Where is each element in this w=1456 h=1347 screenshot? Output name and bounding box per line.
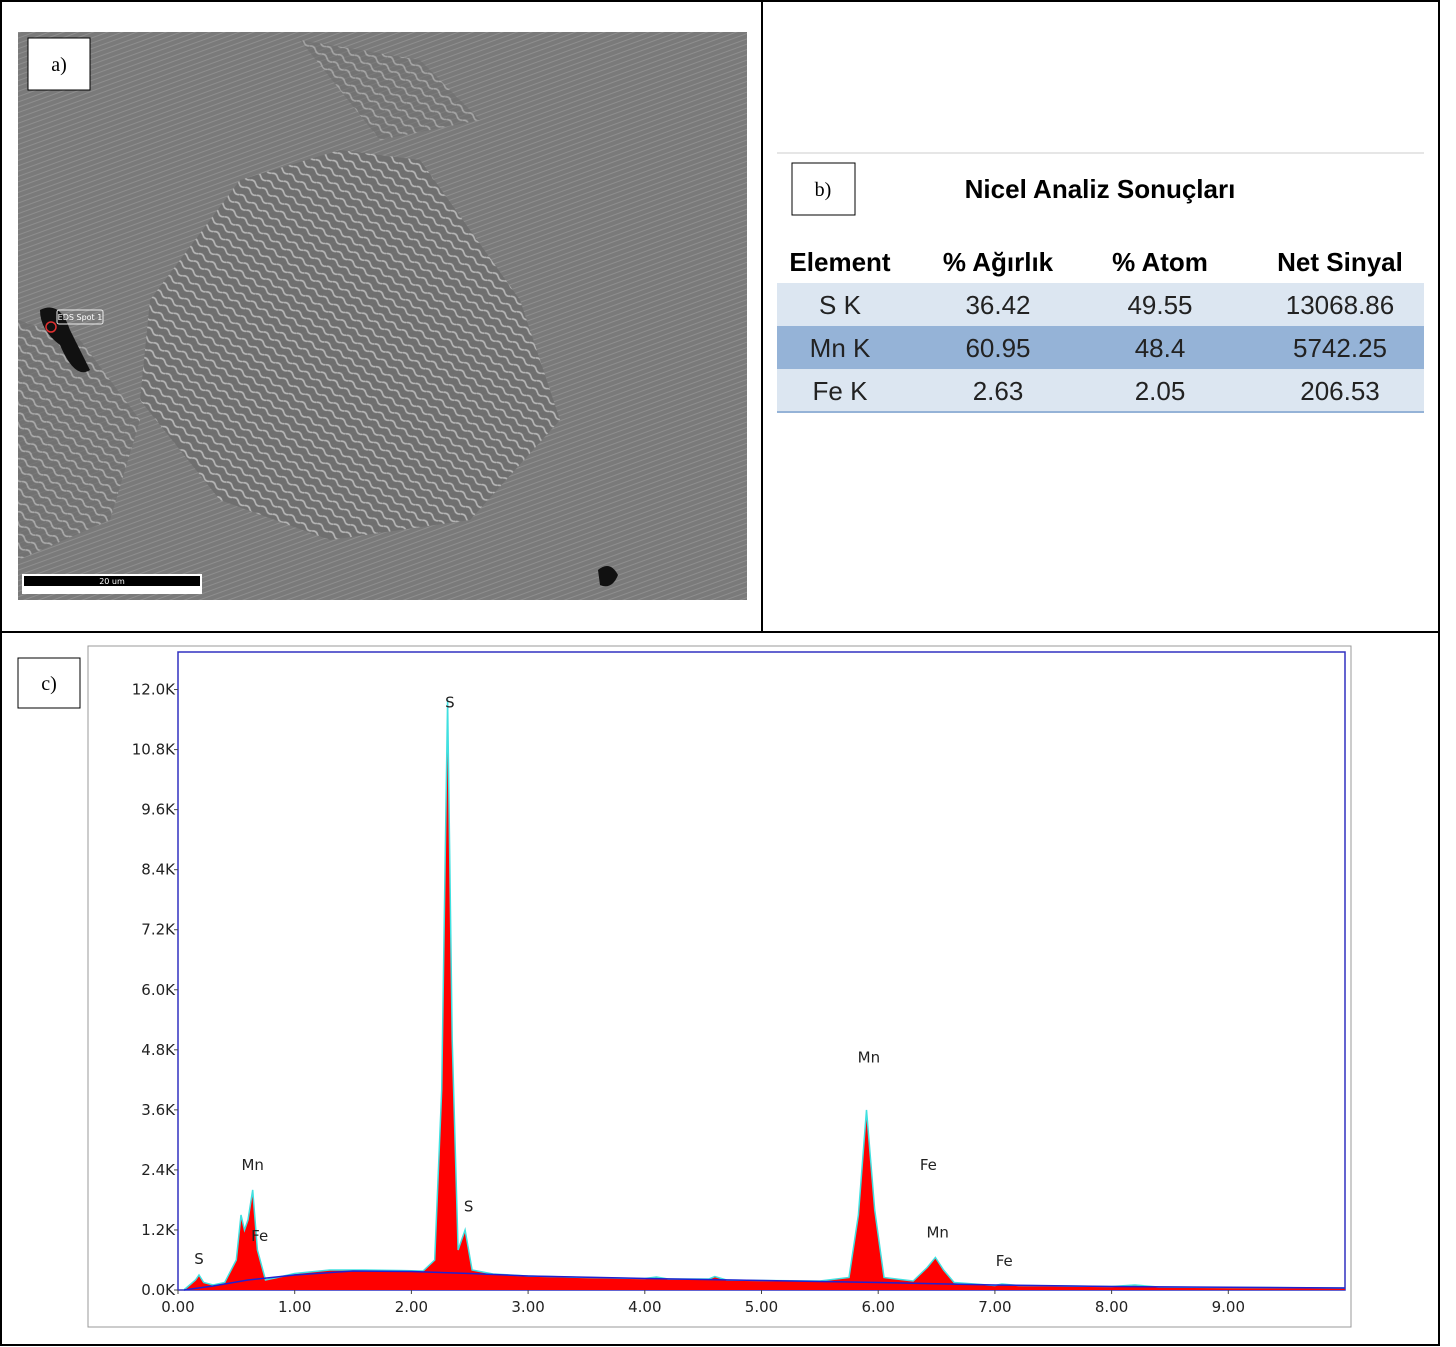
- y-tick-label: 12.0K: [132, 681, 176, 699]
- x-tick-label: 9.00: [1212, 1298, 1245, 1316]
- scale-bar-label: 20 um: [99, 577, 125, 586]
- table-cell: 2.63: [973, 376, 1024, 406]
- table-cell: 5742.25: [1293, 333, 1387, 363]
- table-title: Nicel Analiz Sonuçları: [965, 174, 1236, 204]
- panel-label: a): [51, 54, 67, 76]
- sem-image: EDS Spot 1 20 um: [18, 32, 747, 600]
- chart-frame: [87, 645, 1352, 1328]
- label-box: [27, 37, 91, 91]
- y-tick-label: 7.2K: [141, 921, 176, 939]
- background-line: [183, 1270, 1346, 1291]
- table-cell: 206.53: [1300, 376, 1380, 406]
- table-cell: 2.05: [1135, 376, 1186, 406]
- x-tick-label: 8.00: [1095, 1298, 1128, 1316]
- y-tick-label: 10.8K: [132, 741, 176, 759]
- table-cell: S K: [819, 290, 862, 320]
- peak-label: S: [194, 1250, 204, 1268]
- peak-label: Mn: [926, 1223, 948, 1241]
- table-cell: 36.42: [965, 290, 1030, 320]
- x-tick-label: 2.00: [395, 1298, 428, 1316]
- label-box: [17, 657, 81, 709]
- x-tick-label: 4.00: [628, 1298, 661, 1316]
- results-table: b) Nicel Analiz Sonuçları Element % Ağırl…: [777, 152, 1424, 413]
- peak-label: Fe: [920, 1156, 937, 1174]
- column-header: Net Sinyal: [1277, 247, 1403, 277]
- table-cell: Fe K: [813, 376, 869, 406]
- column-header: % Ağırlık: [943, 247, 1054, 277]
- panel-label: c): [41, 673, 57, 695]
- table-cell: Mn K: [810, 333, 871, 363]
- y-tick-label: 9.6K: [141, 801, 176, 819]
- peak-label: Fe: [996, 1252, 1013, 1270]
- x-tick-label: 3.00: [511, 1298, 544, 1316]
- table-cell: 49.55: [1127, 290, 1192, 320]
- y-tick-label: 4.8K: [141, 1041, 176, 1059]
- x-tick-label: 5.00: [745, 1298, 778, 1316]
- peak-label: Fe: [251, 1227, 268, 1245]
- y-tick-label: 2.4K: [141, 1161, 176, 1179]
- y-tick-label: 6.0K: [141, 981, 176, 999]
- y-tick-label: 1.2K: [141, 1221, 176, 1239]
- table-cell: 60.95: [965, 333, 1030, 363]
- peak-label: S: [464, 1197, 474, 1215]
- y-tick-label: 8.4K: [141, 861, 176, 879]
- spot-label: EDS Spot 1: [58, 313, 103, 322]
- column-header: % Atom: [1112, 247, 1208, 277]
- table-cell: 48.4: [1135, 333, 1186, 363]
- column-header: Element: [789, 247, 890, 277]
- peak-label: Mn: [858, 1048, 880, 1066]
- x-tick-label: 0.00: [161, 1298, 194, 1316]
- peak-label: S: [445, 694, 455, 712]
- x-tick-label: 6.00: [861, 1298, 894, 1316]
- x-tick-label: 1.00: [278, 1298, 311, 1316]
- y-tick-label: 0.0K: [141, 1281, 176, 1299]
- table-cell: 13068.86: [1286, 290, 1394, 320]
- panel-label: b): [815, 179, 832, 201]
- peak-label: Mn: [241, 1156, 263, 1174]
- x-tick-label: 7.00: [978, 1298, 1011, 1316]
- y-tick-label: 3.6K: [141, 1101, 176, 1119]
